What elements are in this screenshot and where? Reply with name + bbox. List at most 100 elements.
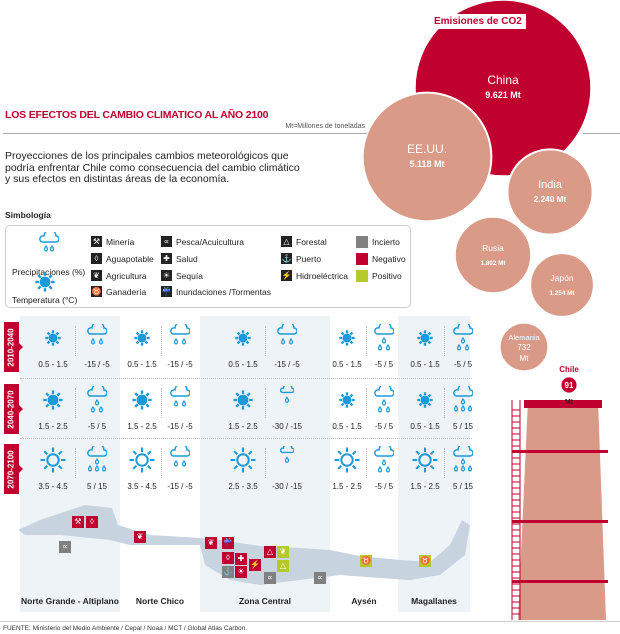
legend-status-negativo: Negativo <box>356 253 406 265</box>
precipitation-cell: -5 / 5 <box>364 446 404 491</box>
legend-label: Minería <box>106 236 135 247</box>
temperature-range: 3.5 - 4.5 <box>38 482 68 491</box>
temperature-cell: 1.5 - 2.5 <box>33 386 73 431</box>
precipitation-cell: -15 / -5 <box>77 324 117 369</box>
region-column-bg <box>20 316 120 612</box>
bubble-mark <box>559 375 579 395</box>
precipitation-cell: -5 / 5 <box>443 324 483 369</box>
precipitation-cell: -15 / -5 <box>160 386 200 431</box>
salud-icon: ✚ <box>161 253 172 264</box>
bubble-unit: Mt <box>565 399 574 406</box>
cell-divider <box>265 388 266 418</box>
precipitation-range: -15 / -5 <box>84 360 110 369</box>
sun-icon <box>223 446 263 474</box>
cloud-rain-icon <box>77 446 117 482</box>
precipitation-label: Precipitaciones (%) <box>12 267 86 277</box>
precipitation-cell: -5 / 5 <box>77 386 117 431</box>
map-impact-aguapotable-icon: ◊ <box>86 516 98 528</box>
precipitation-range: -5 / 5 <box>87 422 107 431</box>
temperature-cell: 0.5 - 1.5 <box>327 386 367 431</box>
temperature-range: 1.5 - 2.5 <box>332 482 362 491</box>
precipitation-cell: -30 / -15 <box>267 446 307 491</box>
map-impact-forestal-icon: △ <box>277 560 289 572</box>
legend-label: Negativo <box>372 254 406 264</box>
sun-icon <box>405 324 445 352</box>
legend-label: Incierto <box>372 237 400 247</box>
cloud-rain-icon <box>160 446 200 482</box>
bubble-value: 91 <box>565 381 574 390</box>
divider <box>0 621 620 622</box>
temperature-cell: 0.5 - 1.5 <box>327 324 367 369</box>
cloud-rain-icon <box>77 386 117 422</box>
bubble-jap-n: Japón 1.254 Mt <box>529 252 595 318</box>
cloud-rain-icon <box>267 446 307 482</box>
units-note: Mt=Millones de toneladas <box>285 123 365 130</box>
legend-label: Agricultura <box>106 270 147 281</box>
sun-icon <box>327 324 367 352</box>
temperature-cell: 3.5 - 4.5 <box>122 446 162 491</box>
map-impact-hidroel-ctrica-icon: ⚡ <box>249 559 261 571</box>
legend-item-forestal: △ Forestal <box>281 236 327 247</box>
temperature-range: 0.5 - 1.5 <box>228 360 258 369</box>
miner-a-icon: ⚒ <box>91 236 102 247</box>
legend-label: Hidroeléctrica <box>296 270 348 281</box>
region-label: Norte Chico <box>135 596 185 606</box>
cloud-rain-icon <box>364 386 404 422</box>
precipitation-range: -15 / -5 <box>167 422 193 431</box>
precipitation-range: -30 / -15 <box>272 422 302 431</box>
temperature-range: 0.5 - 1.5 <box>410 360 440 369</box>
ganader-a-icon: ♉ <box>91 286 102 297</box>
aguapotable-icon: ◊ <box>91 253 102 264</box>
legend-item-inundaciones-tormentas: ☔ Inundaciones /Tormentas <box>161 286 271 297</box>
legend-item-pesca-acuicultura: ∝ Pesca/Acuicultura <box>161 236 244 247</box>
legend-label: Pesca/Acuicultura <box>176 236 245 247</box>
temperature-cell: 1.5 - 2.5 <box>122 386 162 431</box>
precipitation-range: -5 / 5 <box>374 482 394 491</box>
sun-icon <box>405 386 445 414</box>
precipitation-cell: -15 / -5 <box>267 324 307 369</box>
bubble-rusia: Rusia 1.802 Mt <box>453 215 533 295</box>
divider <box>583 133 620 134</box>
map-impact-agricultura-icon: ❦ <box>205 537 217 549</box>
cloud-rain-icon <box>77 324 117 360</box>
bubble-value: 5.118 Mt <box>409 159 444 169</box>
temperature-range: 1.5 - 2.5 <box>228 422 258 431</box>
period-label: 2070-2100 <box>4 444 23 494</box>
precipitation-range: -15 / -5 <box>274 360 300 369</box>
chile-map-shape <box>18 505 470 585</box>
map-impact-pesca-acuicultura-icon: ∝ <box>314 572 326 584</box>
bubble-ee-uu-: EE.UU. 5.118 Mt <box>361 91 493 223</box>
cell-divider <box>161 448 162 478</box>
legend-label: Positivo <box>372 271 402 281</box>
bubble-mark <box>506 148 594 236</box>
precipitation-cell: 5 / 15 <box>77 446 117 491</box>
intro-text: Proyecciones de los principales cambios … <box>5 150 300 185</box>
sun-icon <box>327 446 367 474</box>
temperature-cell: 1.5 - 2.5 <box>327 446 367 491</box>
legend-item-sequ-a: ☀ Sequía <box>161 270 203 281</box>
bubble-label: Rusia <box>482 243 504 253</box>
inundaciones-tormentas-icon: ☔ <box>161 286 172 297</box>
row-divider <box>20 378 472 379</box>
cloud-rain-icon <box>443 324 483 360</box>
cell-divider <box>265 326 266 356</box>
bubble-mark <box>361 91 493 223</box>
legend-label: Aguapotable <box>106 253 154 264</box>
precipitation-range: -5 / 5 <box>453 360 473 369</box>
bubble-label: Chile <box>559 365 579 374</box>
legend-item-agricultura: ❦ Agricultura <box>91 270 147 281</box>
temperature-cell: 1.5 - 2.5 <box>405 446 445 491</box>
map-impact-ganader-a-icon: ♉ <box>360 555 372 567</box>
bubble-label: India <box>538 179 563 191</box>
bubble-label: Japón <box>550 273 573 283</box>
legend: Precipitaciones (%) Temperatura (°C) ⚒ Mine… <box>5 225 411 308</box>
temperature-range: 0.5 - 1.5 <box>38 360 68 369</box>
sun-icon <box>327 386 367 414</box>
cloud-rain-icon <box>364 324 404 360</box>
cloud-rain-icon <box>160 386 200 422</box>
cloud-rain-icon <box>160 324 200 360</box>
bubble-label: EE.UU. <box>407 142 447 156</box>
map-impact-forestal-icon: △ <box>264 546 276 558</box>
bubble-value: 1.254 Mt <box>549 290 575 297</box>
precipitation-cell: 5 / 15 <box>443 386 483 431</box>
